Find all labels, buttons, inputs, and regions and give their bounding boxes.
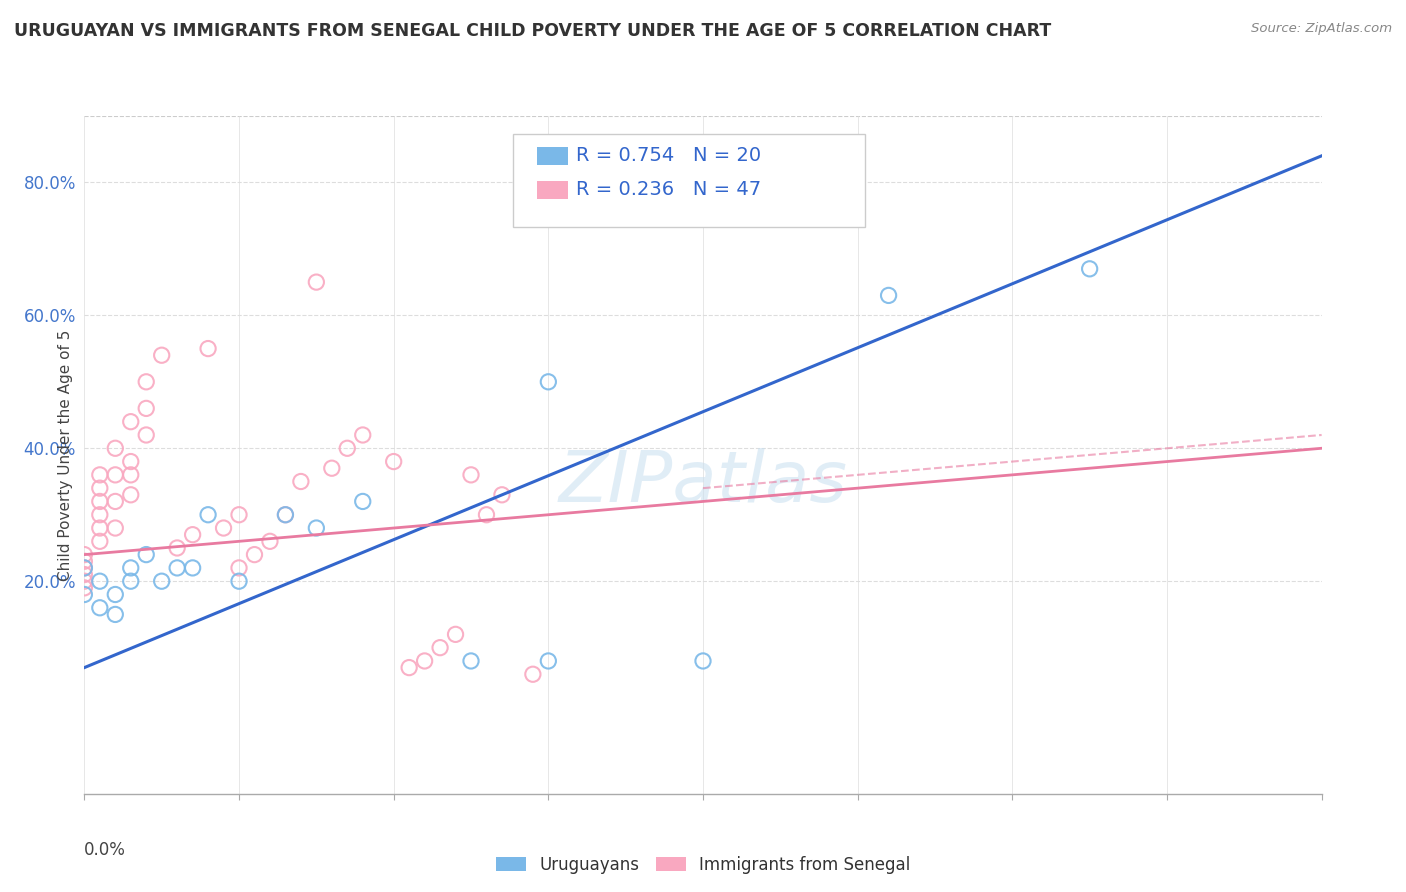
Point bbox=[120, 574, 142, 589]
Text: ZIPatlas: ZIPatlas bbox=[558, 448, 848, 516]
Point bbox=[212, 521, 235, 535]
Text: URUGUAYAN VS IMMIGRANTS FROM SENEGAL CHILD POVERTY UNDER THE AGE OF 5 CORRELATIO: URUGUAYAN VS IMMIGRANTS FROM SENEGAL CHI… bbox=[14, 22, 1052, 40]
Point bbox=[166, 541, 188, 555]
Point bbox=[135, 428, 157, 442]
Point bbox=[73, 574, 96, 589]
Point bbox=[73, 561, 96, 575]
Point bbox=[537, 375, 560, 389]
Point bbox=[73, 567, 96, 582]
Point bbox=[120, 561, 142, 575]
Point bbox=[290, 475, 312, 489]
Point bbox=[259, 534, 281, 549]
Point bbox=[104, 494, 127, 508]
Point bbox=[228, 561, 250, 575]
Point bbox=[104, 467, 127, 482]
Point bbox=[460, 467, 482, 482]
Point bbox=[274, 508, 297, 522]
Point bbox=[429, 640, 451, 655]
Point bbox=[197, 508, 219, 522]
Point bbox=[89, 467, 111, 482]
Point bbox=[89, 574, 111, 589]
Y-axis label: Child Poverty Under the Age of 5: Child Poverty Under the Age of 5 bbox=[58, 329, 73, 581]
Point bbox=[228, 574, 250, 589]
Legend: Uruguayans, Immigrants from Senegal: Uruguayans, Immigrants from Senegal bbox=[496, 855, 910, 873]
Point bbox=[166, 561, 188, 575]
Point bbox=[73, 587, 96, 601]
Point bbox=[352, 428, 374, 442]
Point bbox=[150, 348, 173, 362]
Point bbox=[877, 288, 900, 302]
Point bbox=[692, 654, 714, 668]
Point bbox=[120, 488, 142, 502]
Point bbox=[305, 521, 328, 535]
Point bbox=[104, 442, 127, 456]
Point bbox=[352, 494, 374, 508]
Point bbox=[73, 548, 96, 562]
Point bbox=[1078, 261, 1101, 276]
Point bbox=[104, 521, 127, 535]
Point bbox=[120, 415, 142, 429]
Text: R = 0.236   N = 47: R = 0.236 N = 47 bbox=[576, 179, 762, 199]
Point bbox=[104, 607, 127, 622]
Point bbox=[537, 654, 560, 668]
Text: Source: ZipAtlas.com: Source: ZipAtlas.com bbox=[1251, 22, 1392, 36]
Text: R = 0.754   N = 20: R = 0.754 N = 20 bbox=[576, 145, 762, 165]
Point bbox=[274, 508, 297, 522]
Point bbox=[321, 461, 343, 475]
Point bbox=[89, 508, 111, 522]
Point bbox=[89, 494, 111, 508]
Point bbox=[150, 574, 173, 589]
Point bbox=[181, 561, 204, 575]
Point bbox=[89, 534, 111, 549]
Point bbox=[413, 654, 436, 668]
Point bbox=[444, 627, 467, 641]
Point bbox=[89, 481, 111, 495]
Point bbox=[197, 342, 219, 356]
Point bbox=[460, 654, 482, 668]
Point bbox=[228, 508, 250, 522]
Point bbox=[382, 454, 405, 468]
Point bbox=[104, 587, 127, 601]
Point bbox=[120, 454, 142, 468]
Point bbox=[491, 488, 513, 502]
Point bbox=[243, 548, 266, 562]
Point bbox=[305, 275, 328, 289]
Point bbox=[135, 375, 157, 389]
Point bbox=[89, 521, 111, 535]
Text: 0.0%: 0.0% bbox=[84, 841, 127, 859]
Point bbox=[73, 581, 96, 595]
Point bbox=[398, 660, 420, 674]
Point bbox=[475, 508, 498, 522]
Point bbox=[336, 442, 359, 456]
Point bbox=[89, 600, 111, 615]
Point bbox=[73, 554, 96, 568]
Point bbox=[135, 401, 157, 416]
Point bbox=[522, 667, 544, 681]
Point bbox=[120, 467, 142, 482]
Point bbox=[73, 561, 96, 575]
Point bbox=[135, 548, 157, 562]
Point bbox=[181, 527, 204, 541]
